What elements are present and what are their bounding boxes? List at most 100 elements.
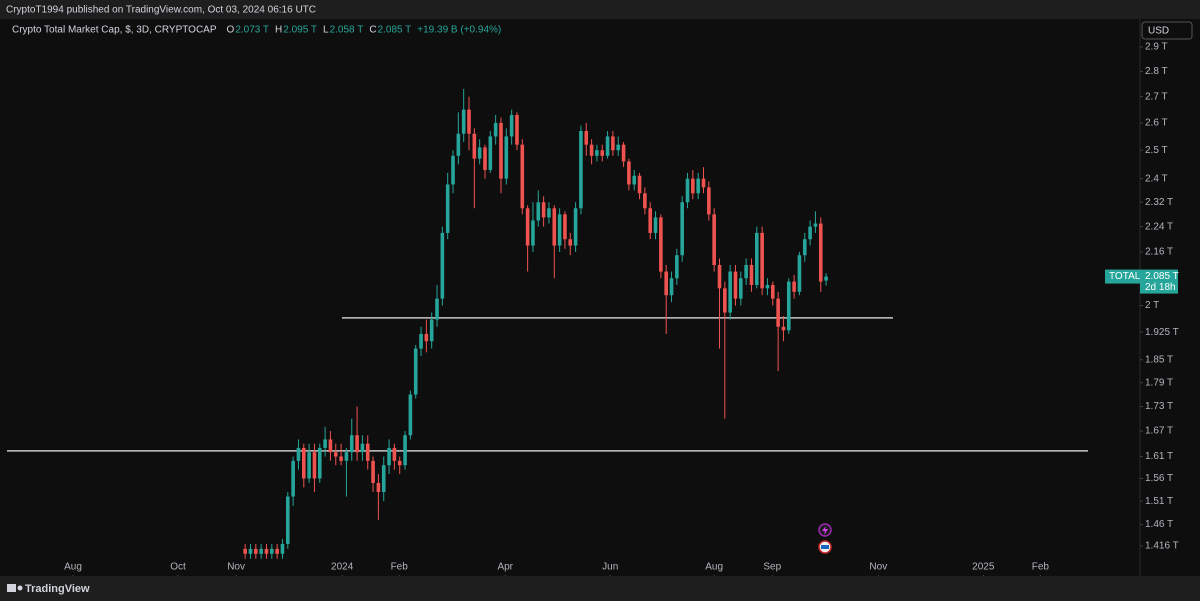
candle-body xyxy=(317,447,322,479)
candle-body xyxy=(632,175,637,185)
x-tick-label: 2025 xyxy=(972,562,995,573)
candle-body xyxy=(616,144,621,151)
candle-body xyxy=(802,239,807,256)
candle-body xyxy=(392,447,397,461)
candle-body xyxy=(499,122,503,179)
candle-body xyxy=(248,548,253,554)
candle-body xyxy=(770,284,775,299)
candle-body xyxy=(723,288,727,313)
candle-body xyxy=(371,460,375,483)
legend-key: C xyxy=(369,25,376,36)
candle-body xyxy=(685,178,690,203)
candle-body xyxy=(595,150,599,156)
currency-box[interactable] xyxy=(1141,21,1193,40)
legend-key: L xyxy=(323,25,329,36)
candle-body xyxy=(307,452,311,479)
legend-value: 2.073 T xyxy=(235,25,269,36)
candle-body xyxy=(429,319,434,342)
legend-key: H xyxy=(275,25,282,36)
candle-body xyxy=(365,443,370,461)
candle-body xyxy=(739,278,743,299)
candle-body xyxy=(776,298,780,327)
candle-body xyxy=(573,208,578,246)
candle-body xyxy=(664,271,668,296)
candle-body xyxy=(477,147,482,159)
candle-body xyxy=(488,136,493,170)
candle-body xyxy=(296,447,301,461)
candle-body xyxy=(413,348,418,395)
candle-body xyxy=(728,271,732,313)
y-tick-label: 1.416 T xyxy=(1145,541,1179,552)
candle-body xyxy=(621,144,626,162)
candle-body xyxy=(355,435,359,453)
x-tick-label: Oct xyxy=(170,562,186,573)
candle-body xyxy=(653,217,658,233)
candle-body xyxy=(696,178,700,194)
candle-body xyxy=(813,223,818,227)
candle-body xyxy=(781,326,786,331)
x-tick-label: Aug xyxy=(64,562,82,573)
x-tick-label: 2024 xyxy=(331,562,354,573)
tv-logo xyxy=(7,584,23,592)
candle-body xyxy=(541,202,546,218)
y-tick-label: 2.32 T xyxy=(1145,197,1173,208)
y-tick-label: 1.79 T xyxy=(1145,377,1173,388)
x-tick-label: Aug xyxy=(705,562,723,573)
candle-body xyxy=(707,187,711,215)
x-tick-label: Jun xyxy=(602,562,618,573)
candle-body xyxy=(589,144,594,156)
candle-body xyxy=(765,284,770,289)
candle-body xyxy=(605,136,610,156)
candle-body xyxy=(451,155,455,185)
chart-title: Crypto Total Market Cap, $, 3D, CRYPTOCA… xyxy=(12,25,217,36)
candle-body xyxy=(536,202,541,221)
candle-body xyxy=(333,452,338,457)
candle-body xyxy=(328,439,333,453)
event-icons xyxy=(818,523,832,554)
candle-body xyxy=(264,548,269,554)
y-tick-label: 2.9 T xyxy=(1145,42,1168,53)
candle-body xyxy=(376,482,381,492)
header-text: CryptoT1994 published on TradingView.com… xyxy=(6,5,316,16)
candle-body xyxy=(691,178,695,194)
candle-body xyxy=(531,220,535,246)
candle-body xyxy=(323,439,327,448)
candle-body xyxy=(579,130,583,209)
candle-body xyxy=(563,214,567,240)
y-tick-label: 2.5 T xyxy=(1145,145,1168,156)
y-tick-label: 2.7 T xyxy=(1145,91,1168,102)
candle-body xyxy=(824,276,828,281)
y-tick-label: 1.46 T xyxy=(1145,519,1173,530)
candle-body xyxy=(291,460,295,497)
candle-body xyxy=(493,122,498,137)
candle-body xyxy=(600,150,605,156)
y-tick-label: 2.6 T xyxy=(1145,118,1168,129)
change: +19.39 B (+0.94%) xyxy=(417,25,501,36)
candle-body xyxy=(557,214,562,246)
candle-body xyxy=(467,109,471,134)
candle-body xyxy=(504,136,509,179)
symbol-name: TOTAL xyxy=(1109,271,1141,282)
candle-body xyxy=(424,333,429,342)
candle-body xyxy=(797,255,802,292)
candle-body xyxy=(243,548,247,554)
candle-body xyxy=(808,226,812,240)
candle-body xyxy=(792,281,796,292)
y-tick-label: 2.8 T xyxy=(1145,66,1168,77)
candle-body xyxy=(381,465,386,492)
candle-body xyxy=(701,178,706,188)
candle-body xyxy=(552,208,557,246)
last-price-label: 2.085 T xyxy=(1145,271,1179,282)
candle-body xyxy=(435,298,439,320)
y-tick-label: 2.16 T xyxy=(1145,247,1173,258)
candle-body xyxy=(584,130,589,145)
legend-value: 2.095 T xyxy=(283,25,317,36)
candle-body xyxy=(461,109,466,134)
legend-key: O xyxy=(227,25,235,36)
y-tick-label: 1.73 T xyxy=(1145,401,1173,412)
candle-body xyxy=(515,114,519,145)
price-tag xyxy=(1140,269,1178,294)
candle-body xyxy=(643,193,647,209)
candle-body xyxy=(419,333,423,349)
